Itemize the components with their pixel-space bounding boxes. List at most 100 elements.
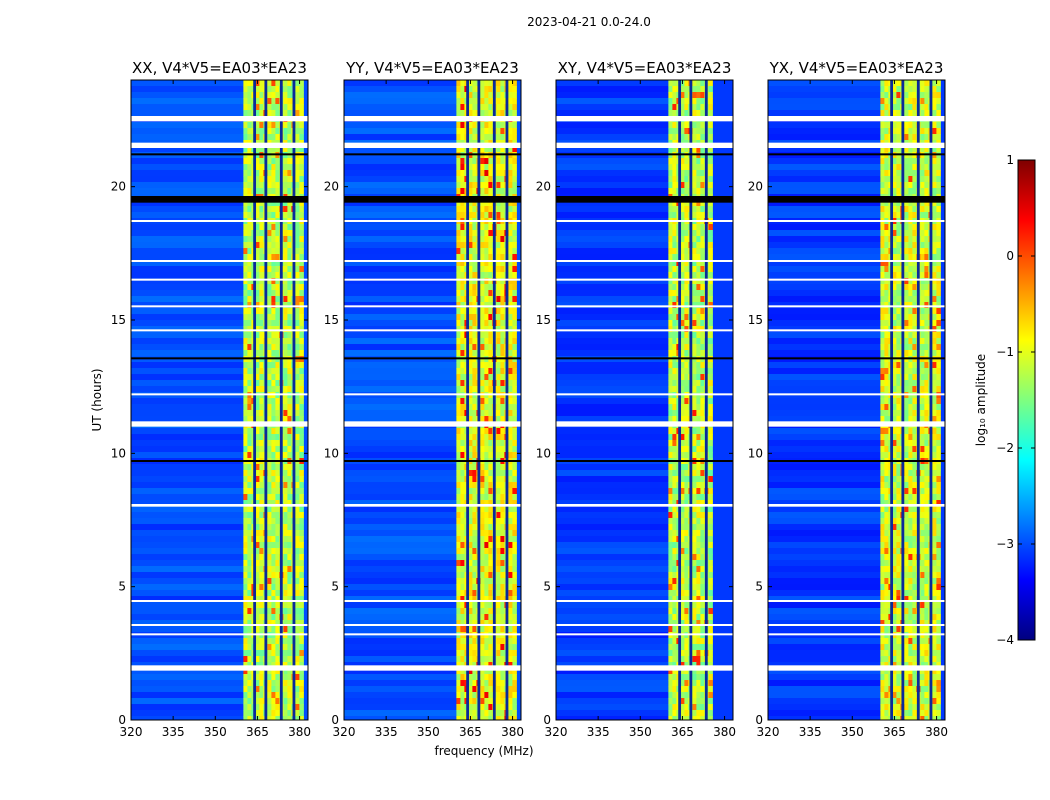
flagged-gap [556,142,733,148]
heatmap-band-cell [508,488,513,495]
heatmap-bg-row [131,80,244,86]
heatmap-band-cell [488,350,493,357]
heatmap-bg-row [556,488,669,494]
heatmap-band-cell [680,680,685,687]
heatmap-band-cell [480,302,485,309]
heatmap-bg-row [556,524,669,530]
y-tick-label: 20 [111,180,126,194]
heatmap-band-cell [668,134,673,141]
heatmap-band-cell [472,290,477,297]
heatmap-band-cell [684,548,689,555]
heatmap-band-cell [472,224,477,231]
heatmap-band-cell [672,542,677,549]
heatmap-band-cell [287,482,292,489]
heatmap-band-cell [283,524,288,531]
heatmap-bg-row [556,500,669,506]
heatmap-band-cell [271,656,276,663]
heatmap-band-cell [247,578,252,585]
heatmap-band-cell [468,290,473,297]
heatmap-band-cell [271,266,276,273]
heatmap-band-cell [484,146,489,153]
heatmap-band-cell [700,380,705,387]
heatmap-bg-row [344,470,457,476]
heatmap-band-cell [700,590,705,597]
heatmap-band-cell [696,338,701,345]
heatmap-band-cell [496,134,501,141]
heatmap-bg-row [768,344,881,350]
heatmap-bg-row [556,518,669,524]
heatmap-band-cell [484,170,489,177]
heatmap-band-cell [299,362,304,369]
heatmap-band-cell [472,404,477,411]
x-tick-label: 380 [501,725,524,739]
heatmap-band-cell [295,656,300,663]
heatmap-band-cell [287,86,292,93]
heatmap-band-cell [255,596,260,603]
heatmap-band-cell [295,230,300,237]
heatmap-band-cell [700,230,705,237]
heatmap-bg-row [768,680,881,686]
heatmap-bg-row [556,302,669,308]
heatmap-bg-row [768,362,881,368]
heatmap-band-cell [496,488,501,495]
heatmap-band-cell [243,86,248,93]
heatmap-band-cell [700,452,705,459]
heatmap-band-cell [512,110,517,117]
heatmap-band-cell [243,656,248,663]
heatmap-band-cell [700,104,705,111]
heatmap-band-cell [271,512,276,519]
heatmap-band-cell [480,434,485,441]
heatmap-band-cell [508,164,513,171]
heatmap-band-cell [468,500,473,507]
heatmap-band-cell [700,374,705,381]
heatmap-band-cell [692,698,697,705]
heatmap-band-cell [512,128,517,135]
heatmap-band-cell [488,212,493,219]
heatmap-band-cell [247,572,252,579]
heatmap-band-cell [496,278,501,285]
heatmap-bg-row [768,428,881,434]
heatmap-band-cell [512,122,517,129]
heatmap-bg-row [344,176,457,182]
heatmap-band-cell [271,308,276,315]
heatmap-band-cell [283,626,288,633]
heatmap-band-cell [287,638,292,645]
heatmap-band-cell [460,680,465,687]
flagged-gap [344,329,521,332]
heatmap-band-cell [295,248,300,255]
heatmap-band-cell [488,374,493,381]
heatmap-band-cell [512,248,517,255]
heatmap-band-cell [275,146,280,153]
heatmap-bg-row [344,260,457,266]
heatmap-band-cell [512,164,517,171]
heatmap-bg-row [131,398,244,404]
heatmap-band-cell [684,296,689,303]
heatmap-band-cell [460,230,465,237]
heatmap-band-cell [259,446,264,453]
heatmap-band-cell [496,236,501,243]
heatmap-band-cell [275,470,280,477]
heatmap-band-cell [684,182,689,189]
heatmap-band-cell [696,614,701,621]
heatmap-band-cell [456,98,461,105]
heatmap-band-cell [247,512,252,519]
heatmap-band-cell [275,674,280,681]
heatmap-bg-row [556,554,669,560]
heatmap-band-cell [488,338,493,345]
heatmap-band-cell [700,134,705,141]
heatmap-band-cell [708,350,713,357]
heatmap-band-cell [472,662,477,669]
heatmap-band-cell [255,176,260,183]
heatmap-band-cell [456,128,461,135]
heatmap-band-cell [668,698,673,705]
heatmap-band-cell [271,554,276,561]
heatmap-band-cell [460,704,465,711]
heatmap-band-cell [283,650,288,657]
heatmap-band-cell [696,512,701,519]
heatmap-band-cell [287,614,292,621]
heatmap-band-cell [692,230,697,237]
heatmap-band-cell [484,560,489,567]
heatmap-band-cell [484,620,489,627]
heatmap-bg-row [344,698,457,704]
heatmap-band-cell [287,410,292,417]
